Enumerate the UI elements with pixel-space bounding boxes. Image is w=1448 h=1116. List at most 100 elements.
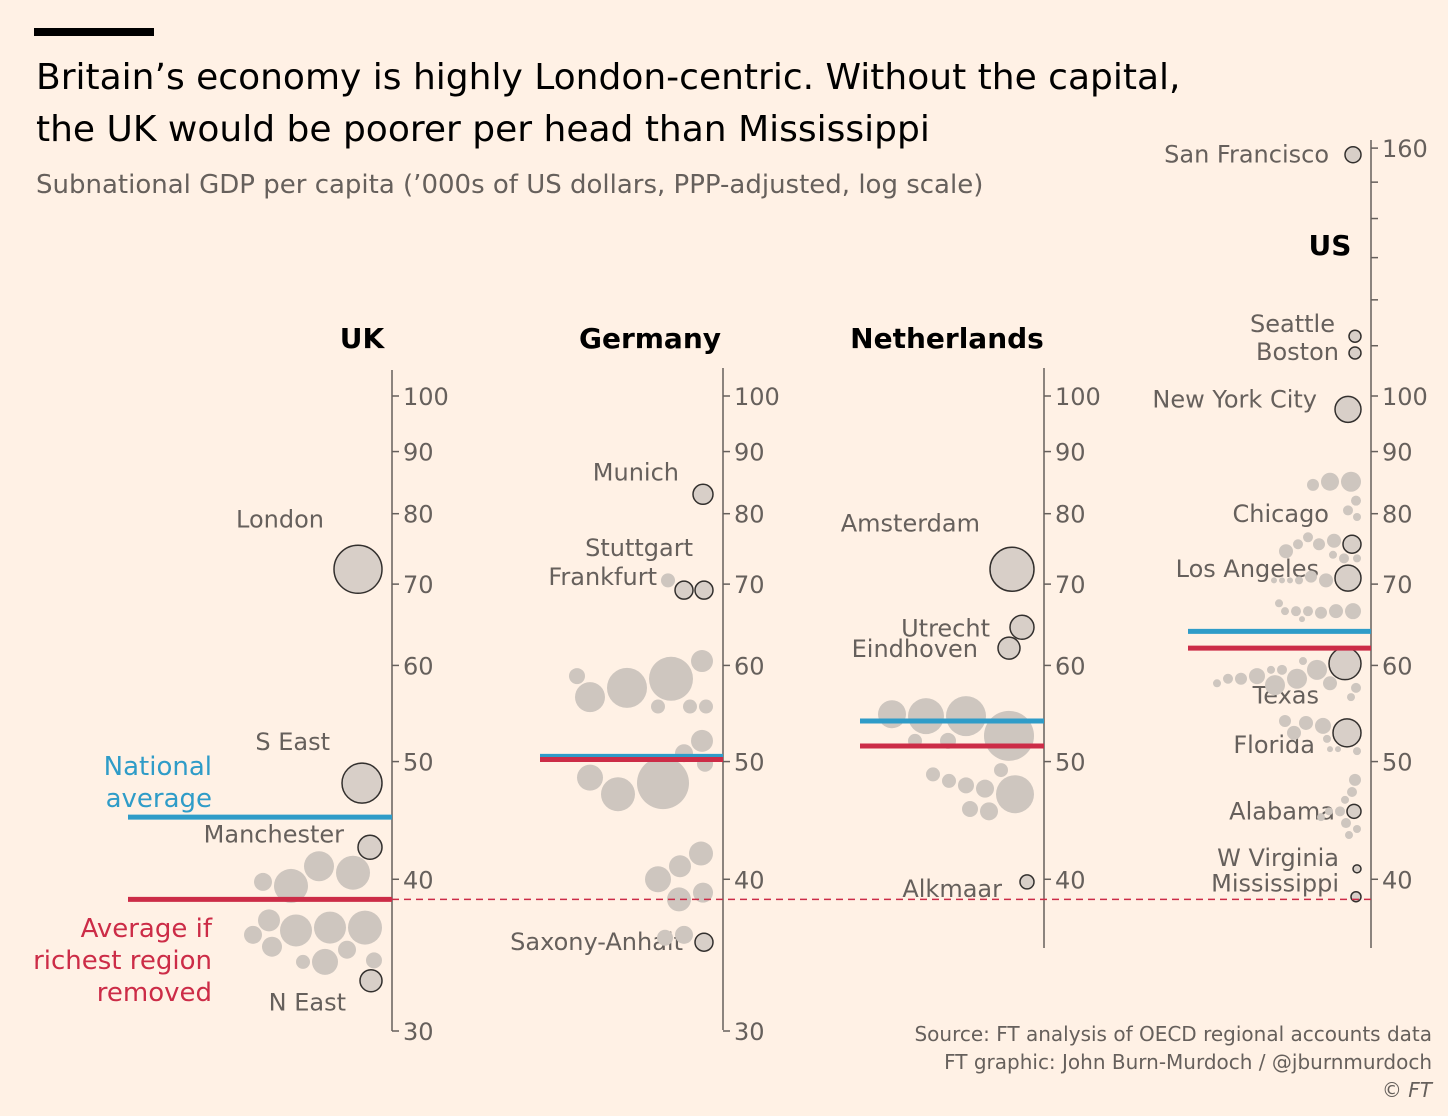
source-line: Source: FT analysis of OECD regional acc… (914, 1022, 1432, 1046)
copyright: © FT (1381, 1078, 1432, 1102)
region-bubble (1317, 813, 1325, 822)
region-bubble (976, 779, 994, 798)
tick-label: 40 (734, 866, 765, 894)
region-bubble-frankfurt (674, 580, 694, 600)
tick-label: 50 (734, 749, 765, 777)
region-bubble (691, 729, 713, 752)
region-bubble (1319, 573, 1333, 588)
region-bubble (1223, 673, 1233, 684)
region-bubble (569, 668, 585, 685)
region-bubble-boston (1348, 346, 1362, 360)
region-bubble (607, 667, 647, 708)
region-bubble (1335, 746, 1341, 753)
panel-title-germany: Germany (579, 322, 721, 355)
region-bubble (244, 925, 262, 944)
panel-germany: Germany 100 90 80 70 60 50 40 30 Munich StuttgartF… (510, 322, 780, 1046)
region-bubble (1353, 825, 1361, 834)
region-label-frankfurt: Frankfurt (548, 563, 657, 591)
tick-label: 100 (734, 383, 780, 411)
region-bubble (575, 682, 605, 713)
region-bubble (958, 777, 974, 794)
tick-label: 40 (1382, 866, 1413, 894)
region-bubble (1303, 606, 1313, 617)
region-bubble (651, 699, 665, 714)
region-bubble (1329, 604, 1343, 619)
panel-title-uk: UK (340, 322, 386, 355)
region-bubble (946, 696, 986, 737)
region-bubble (1307, 659, 1327, 680)
region-bubble (699, 699, 713, 714)
legend-national-average: National average (104, 752, 212, 814)
region-bubble (296, 954, 310, 969)
source-block: Source: FT analysis of OECD regional acc… (914, 1020, 1432, 1104)
region-bubble (1299, 657, 1307, 666)
region-bubble (304, 851, 334, 882)
tick-label: 60 (403, 652, 434, 680)
region-label-florida: Florida (1233, 731, 1315, 759)
region-bubble (1307, 478, 1319, 491)
panel-us: US 160 100 90 80 70 60 50 40 San Francisco Seattle… (1152, 135, 1428, 948)
region-bubble (1347, 786, 1357, 797)
region-bubble (1315, 606, 1327, 619)
region-bubble (1279, 714, 1291, 727)
region-bubble (1303, 532, 1313, 543)
region-bubble (1287, 725, 1301, 740)
region-bubble (1279, 577, 1285, 584)
region-bubble (336, 855, 370, 890)
credit-line: FT graphic: John Burn-Murdoch / @jburnmu… (944, 1050, 1432, 1074)
region-bubble (661, 573, 675, 588)
region-bubble (1343, 505, 1353, 516)
tick-label: 40 (1055, 866, 1086, 894)
region-label-amsterdam: Amsterdam (841, 509, 980, 537)
tick-label: 90 (734, 439, 765, 467)
legend-average-without-richest: Average if richest region removed (33, 914, 213, 1008)
region-bubble (262, 936, 282, 957)
region-bubble (657, 929, 673, 946)
tick-label: 100 (1382, 383, 1428, 411)
region-bubble-utrecht (1009, 614, 1035, 641)
region-bubble (1299, 715, 1313, 730)
region-label-stuttgart: Stuttgart (585, 534, 693, 562)
chart-subtitle: Subnational GDP per capita (’000s of US … (36, 170, 984, 200)
region-bubble (1327, 746, 1333, 753)
region-bubble (1287, 577, 1293, 584)
region-bubble (1235, 672, 1247, 685)
region-bubble (1213, 679, 1221, 688)
region-label-boston: Boston (1256, 338, 1339, 366)
region-bubble (908, 698, 944, 735)
panel-title-netherlands: Netherlands (850, 322, 1044, 355)
region-bubble-texas (1328, 646, 1362, 681)
region-bubble (1353, 512, 1361, 521)
region-bubble (258, 909, 280, 932)
region-bubble-florida (1332, 718, 1362, 748)
region-bubble (1299, 616, 1305, 623)
region-label-san-francisco: San Francisco (1164, 141, 1329, 169)
region-bubble (1335, 806, 1345, 817)
region-bubble-alabama (1346, 803, 1362, 820)
top-accent-bar (34, 28, 154, 36)
tick-label: 60 (1382, 652, 1413, 680)
region-bubble (1293, 539, 1303, 550)
tick-label: 100 (1055, 383, 1101, 411)
tick-label: 100 (403, 383, 449, 411)
tick-label: 80 (734, 501, 765, 529)
region-bubble (1265, 675, 1285, 696)
region-bubble-munich (692, 483, 714, 506)
region-label-manchester: Manchester (204, 820, 344, 848)
region-bubble (1345, 603, 1361, 620)
region-label-s-east: S East (255, 728, 330, 756)
region-bubble (675, 925, 693, 944)
region-bubble (1329, 550, 1337, 559)
tick-label: 30 (403, 1018, 434, 1046)
region-bubble-mississippi (1350, 890, 1362, 903)
region-bubble-london (333, 544, 383, 595)
region-bubble (577, 764, 603, 791)
region-bubble (689, 841, 713, 866)
tick-label: 70 (403, 571, 434, 599)
region-bubble (980, 802, 998, 821)
region-bubble (1321, 472, 1339, 491)
region-bubble (669, 855, 691, 878)
tick-label: 60 (734, 652, 765, 680)
region-bubble (1313, 538, 1325, 551)
tick-label: 50 (1055, 749, 1086, 777)
